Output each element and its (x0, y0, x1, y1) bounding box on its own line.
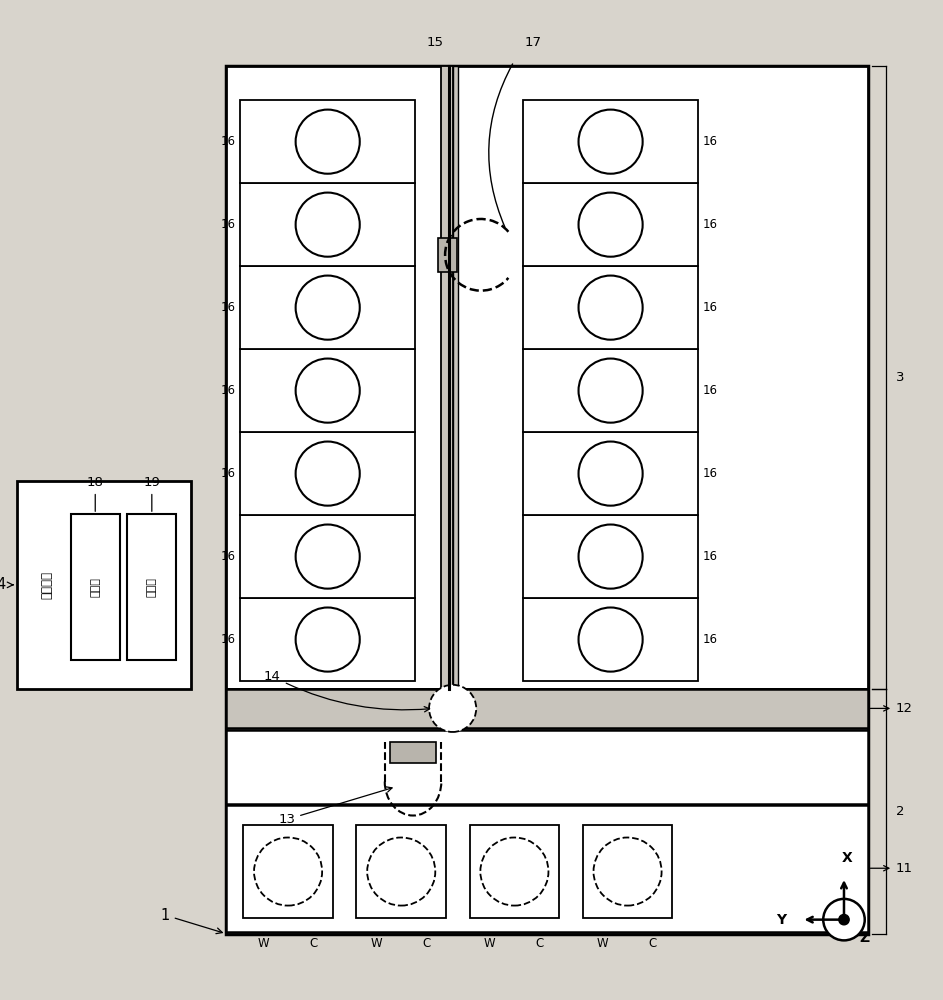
Circle shape (296, 193, 360, 257)
Text: 14: 14 (264, 670, 430, 712)
Bar (71, 514, 120, 660)
Circle shape (480, 837, 549, 906)
Bar (226, 689, 868, 728)
Bar (240, 266, 415, 349)
Bar (240, 432, 415, 515)
Text: C: C (649, 937, 656, 950)
Text: 16: 16 (703, 633, 718, 646)
Circle shape (579, 525, 643, 589)
Text: 存儲部: 存儲部 (147, 577, 157, 597)
Text: 17: 17 (524, 36, 541, 49)
Bar (523, 183, 698, 266)
Text: W: W (597, 937, 608, 950)
Bar (240, 349, 415, 432)
Circle shape (579, 110, 643, 174)
Circle shape (579, 193, 643, 257)
Text: 19: 19 (143, 476, 160, 511)
Bar (523, 349, 698, 432)
Bar (523, 598, 698, 681)
Circle shape (296, 608, 360, 672)
Text: 18: 18 (87, 476, 104, 511)
Text: 16: 16 (221, 384, 236, 397)
Text: 2: 2 (896, 805, 904, 818)
Bar (226, 689, 868, 934)
Text: W: W (484, 937, 495, 950)
Bar (441, 66, 453, 689)
Bar (240, 183, 415, 266)
Text: 16: 16 (221, 550, 236, 563)
Text: 15: 15 (426, 36, 443, 49)
Text: C: C (309, 937, 317, 950)
Text: W: W (257, 937, 269, 950)
Bar (523, 266, 698, 349)
Bar (470, 825, 559, 918)
Text: 16: 16 (703, 218, 718, 231)
Bar (226, 66, 868, 689)
Text: 16: 16 (703, 135, 718, 148)
Text: 3: 3 (896, 371, 904, 384)
Bar (453, 66, 458, 689)
Bar (356, 825, 446, 918)
Circle shape (254, 837, 323, 906)
Text: 控制裝置: 控制裝置 (41, 571, 54, 599)
Bar (17, 481, 191, 689)
Bar (243, 825, 333, 918)
Circle shape (579, 442, 643, 506)
Text: 16: 16 (221, 218, 236, 231)
Circle shape (579, 608, 643, 672)
Text: 16: 16 (703, 467, 718, 480)
Text: W: W (371, 937, 382, 950)
Bar (523, 100, 698, 183)
Circle shape (296, 442, 360, 506)
Circle shape (823, 899, 865, 940)
Text: X: X (841, 851, 852, 865)
Circle shape (296, 110, 360, 174)
Text: 12: 12 (870, 702, 913, 715)
Text: 11: 11 (870, 862, 913, 875)
Bar (523, 432, 698, 515)
Text: 16: 16 (221, 301, 236, 314)
Bar (226, 66, 868, 934)
Text: 16: 16 (703, 301, 718, 314)
Text: Z: Z (860, 931, 869, 945)
Text: 16: 16 (703, 550, 718, 563)
Bar (240, 100, 415, 183)
Bar (240, 515, 415, 598)
Circle shape (367, 837, 436, 906)
Bar (583, 825, 672, 918)
Bar (226, 730, 868, 804)
Text: 16: 16 (221, 135, 236, 148)
Text: 16: 16 (221, 467, 236, 480)
Text: C: C (536, 937, 543, 950)
Circle shape (839, 914, 850, 925)
Text: 16: 16 (221, 633, 236, 646)
Text: 13: 13 (278, 787, 392, 826)
Text: 1: 1 (160, 908, 223, 934)
Bar (127, 514, 176, 660)
Text: 控制部: 控制部 (91, 577, 100, 597)
Bar (523, 515, 698, 598)
Circle shape (579, 276, 643, 340)
Text: 4: 4 (0, 577, 6, 592)
Text: 16: 16 (703, 384, 718, 397)
Circle shape (593, 837, 662, 906)
Bar (390, 742, 436, 763)
Circle shape (429, 685, 476, 732)
Circle shape (296, 359, 360, 423)
Bar (240, 598, 415, 681)
Circle shape (296, 525, 360, 589)
Circle shape (579, 359, 643, 423)
Bar (438, 238, 457, 272)
Text: C: C (422, 937, 430, 950)
Circle shape (296, 276, 360, 340)
Bar (226, 805, 868, 932)
Text: Y: Y (776, 913, 786, 927)
